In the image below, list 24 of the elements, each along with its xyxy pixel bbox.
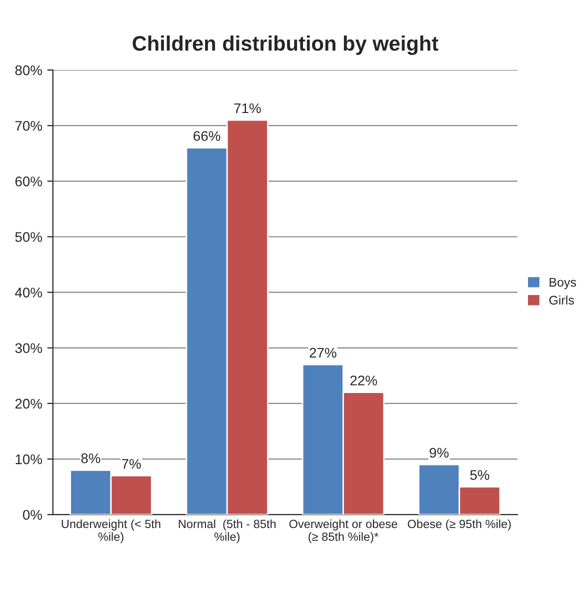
y-tick-label: 50% bbox=[15, 232, 42, 242]
data-label: 7% bbox=[122, 459, 141, 469]
x-tick-label: Obese (≥ 95th %ile) bbox=[408, 519, 511, 530]
data-label: 9% bbox=[430, 448, 449, 458]
y-tick-label: 20% bbox=[15, 398, 42, 409]
y-tick-label: 0% bbox=[22, 510, 42, 520]
data-label: 66% bbox=[194, 131, 220, 141]
data-label: 27% bbox=[310, 348, 336, 358]
data-label: 71% bbox=[234, 103, 261, 114]
legend-label: Girls bbox=[549, 295, 574, 305]
x-tick-label: Overweight or obese (≥ 85th %ile)* bbox=[289, 519, 398, 544]
data-label: 22% bbox=[350, 376, 377, 386]
y-tick-label: 40% bbox=[15, 288, 42, 298]
data-label: 8% bbox=[81, 453, 100, 464]
y-tick-label: 70% bbox=[15, 120, 42, 131]
x-tick-label: Underweight (< 5th %ile) bbox=[62, 519, 160, 544]
legend-label: Boys bbox=[550, 278, 576, 290]
y-tick-label: 60% bbox=[15, 176, 42, 186]
y-tick-label: 10% bbox=[16, 454, 42, 464]
x-tick-label: Normal (5th - 85th %ile) bbox=[178, 519, 276, 544]
data-label: 5% bbox=[470, 470, 490, 480]
y-tick-label: 30% bbox=[15, 343, 42, 354]
chart-title: Children distribution by weight bbox=[132, 35, 438, 56]
y-tick-label: 80% bbox=[15, 65, 42, 76]
